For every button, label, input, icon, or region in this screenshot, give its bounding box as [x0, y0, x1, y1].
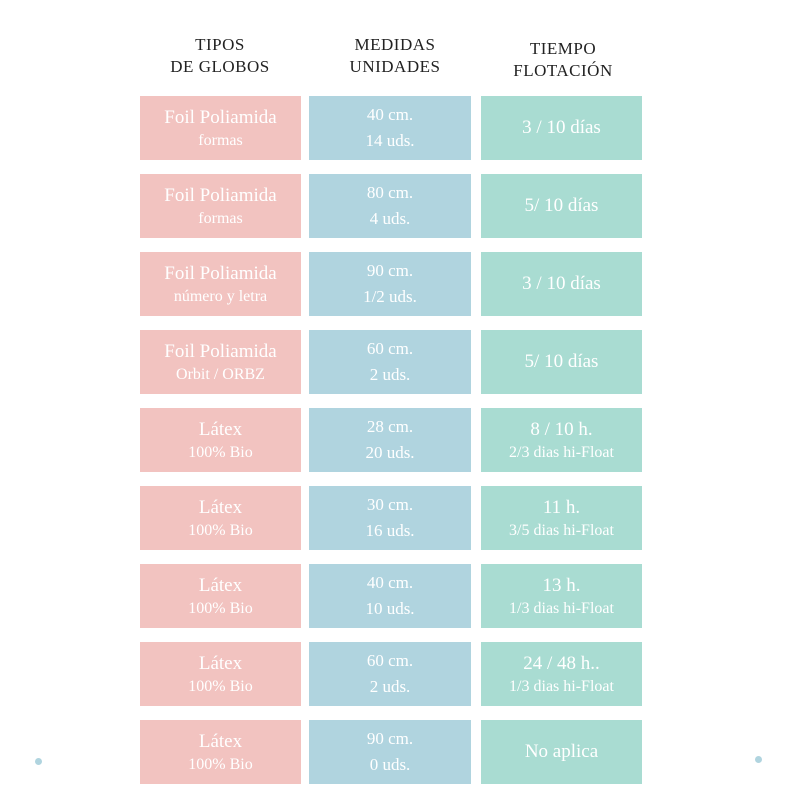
time-cell: 11 h. 3/5 dias hi-Float	[481, 486, 642, 550]
time-cell: 24 / 48 h.. 1/3 dias hi-Float	[481, 642, 642, 706]
type-cell: Foil Poliamida formas	[140, 174, 301, 238]
header-line: UNIDADES	[349, 57, 441, 76]
cell-text: 80 cm.	[366, 183, 414, 202]
cell-text: 2 uds.	[369, 365, 411, 384]
type-cell: Látex 100% Bio	[140, 486, 301, 550]
type-cell: Látex 100% Bio	[140, 642, 301, 706]
time-cell: 3 / 10 días	[481, 96, 642, 160]
cell-text: 16 uds.	[365, 521, 415, 540]
cell-text: 100% Bio	[188, 755, 253, 773]
cell-text: 100% Bio	[188, 599, 253, 617]
cell-text: 3 / 10 días	[522, 117, 601, 138]
type-cell: Látex 100% Bio	[140, 720, 301, 784]
cell-text: 11 h.	[542, 496, 581, 518]
cell-text: 3/5 dias hi-Float	[509, 521, 614, 539]
column-header: TIPOS DE GLOBOS	[135, 34, 305, 78]
type-cell: Foil Poliamida Orbit / ORBZ	[140, 330, 301, 394]
size-cell: 90 cm. 1/2 uds.	[309, 252, 471, 316]
cell-text: 24 / 48 h..	[523, 652, 600, 674]
cell-text: Orbit / ORBZ	[176, 365, 265, 383]
cell-text: 100% Bio	[188, 677, 253, 695]
decor-dot	[35, 758, 42, 765]
cell-text: Látex	[198, 730, 243, 752]
type-cell: Foil Poliamida número y letra	[140, 252, 301, 316]
size-cell: 40 cm. 10 uds.	[309, 564, 471, 628]
cell-text: 3 / 10 días	[522, 273, 601, 294]
time-cell: 5/ 10 días	[481, 174, 642, 238]
cell-text: 60 cm.	[366, 339, 414, 358]
time-cell: No aplica	[481, 720, 642, 784]
cell-text: 8 / 10 h.	[530, 418, 593, 440]
time-cell: 8 / 10 h. 2/3 dias hi-Float	[481, 408, 642, 472]
cell-text: Látex	[198, 418, 243, 440]
size-cell: 60 cm. 2 uds.	[309, 330, 471, 394]
cell-text: 2 uds.	[369, 677, 411, 696]
column-header: TIEMPO FLOTACIÓN	[478, 38, 648, 82]
cell-text: 1/3 dias hi-Float	[509, 599, 614, 617]
time-cell: 13 h. 1/3 dias hi-Float	[481, 564, 642, 628]
cell-text: 60 cm.	[366, 651, 414, 670]
header-line: FLOTACIÓN	[513, 61, 613, 80]
type-cell: Foil Poliamida formas	[140, 96, 301, 160]
cell-text: 40 cm.	[366, 573, 414, 592]
size-cell: 30 cm. 16 uds.	[309, 486, 471, 550]
cell-text: 4 uds.	[369, 209, 411, 228]
size-cell: 90 cm. 0 uds.	[309, 720, 471, 784]
time-cell: 5/ 10 días	[481, 330, 642, 394]
cell-text: 100% Bio	[188, 521, 253, 539]
cell-text: 20 uds.	[365, 443, 415, 462]
cell-text: Foil Poliamida	[164, 262, 277, 284]
header-line: TIPOS	[195, 35, 245, 54]
column-header: MEDIDAS UNIDADES	[310, 34, 480, 78]
header-line: MEDIDAS	[354, 35, 436, 54]
cell-text: 10 uds.	[365, 599, 415, 618]
cell-text: 1/2 uds.	[363, 287, 417, 306]
header-line: TIEMPO	[529, 39, 597, 58]
size-cell: 80 cm. 4 uds.	[309, 174, 471, 238]
cell-text: 90 cm.	[366, 261, 414, 280]
cell-text: 14 uds.	[365, 131, 415, 150]
size-cell: 28 cm. 20 uds.	[309, 408, 471, 472]
cell-text: Foil Poliamida	[164, 340, 277, 362]
cell-text: 30 cm.	[366, 495, 414, 514]
cell-text: No aplica	[524, 741, 599, 762]
decor-dot	[755, 756, 762, 763]
size-cell: 40 cm. 14 uds.	[309, 96, 471, 160]
type-cell: Látex 100% Bio	[140, 564, 301, 628]
cell-text: 13 h.	[542, 574, 581, 596]
cell-text: 0 uds.	[369, 755, 411, 774]
type-cell: Látex 100% Bio	[140, 408, 301, 472]
cell-text: 1/3 dias hi-Float	[509, 677, 614, 695]
cell-text: 2/3 dias hi-Float	[509, 443, 614, 461]
cell-text: 40 cm.	[366, 105, 414, 124]
cell-text: Látex	[198, 574, 243, 596]
cell-text: Foil Poliamida	[164, 106, 277, 128]
cell-text: Foil Poliamida	[164, 184, 277, 206]
cell-text: Látex	[198, 496, 243, 518]
size-cell: 60 cm. 2 uds.	[309, 642, 471, 706]
cell-text: 90 cm.	[366, 729, 414, 748]
cell-text: 5/ 10 días	[524, 351, 599, 372]
cell-text: 5/ 10 días	[524, 195, 599, 216]
cell-text: formas	[198, 131, 243, 149]
cell-text: formas	[198, 209, 243, 227]
cell-text: Látex	[198, 652, 243, 674]
time-cell: 3 / 10 días	[481, 252, 642, 316]
cell-text: número y letra	[173, 287, 268, 305]
cell-text: 100% Bio	[188, 443, 253, 461]
cell-text: 28 cm.	[366, 417, 414, 436]
header-line: DE GLOBOS	[170, 57, 270, 76]
